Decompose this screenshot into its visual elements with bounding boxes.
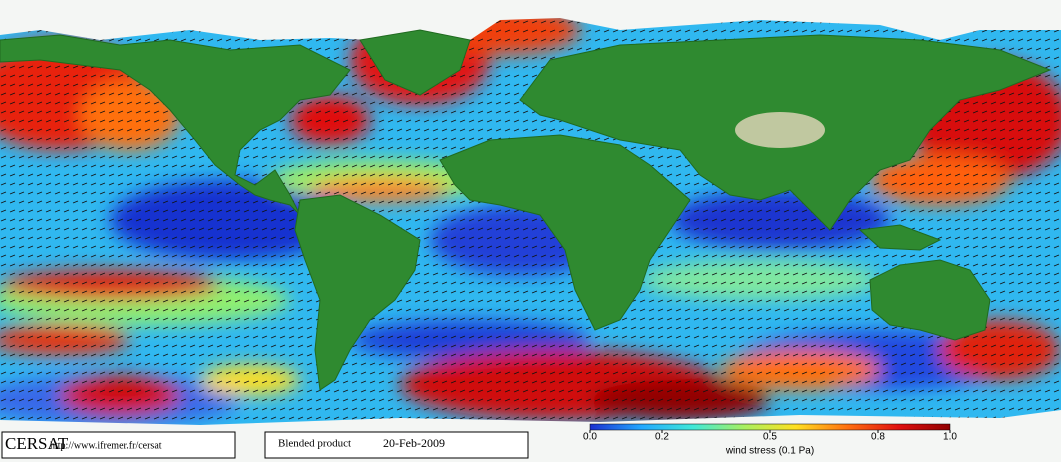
colorbar-scale <box>589 423 951 431</box>
product: Blended product <box>278 438 351 450</box>
colorbar-tick-label: 0.0 <box>583 432 597 443</box>
colorbar-tick-label: 0.5 <box>763 432 777 443</box>
colorbar: 0.0 0.2 0.5 0.8 1.0 wind stress (0.1 Pa) <box>583 423 957 457</box>
colorbar-tick-label: 0.8 <box>871 432 885 443</box>
info-box <box>264 431 529 459</box>
logo: CERSAT <box>5 434 69 453</box>
colorbar-tick-label: 0.2 <box>655 432 669 443</box>
colorbar-tick-label: 1.0 <box>943 432 957 443</box>
date: 20-Feb-2009 <box>383 436 445 450</box>
plateau <box>735 112 825 148</box>
colorbar-label: wind stress (0.1 Pa) <box>725 446 814 457</box>
info-box <box>1 431 236 459</box>
url: http://www.ifremer.fr/cersat <box>50 440 162 451</box>
